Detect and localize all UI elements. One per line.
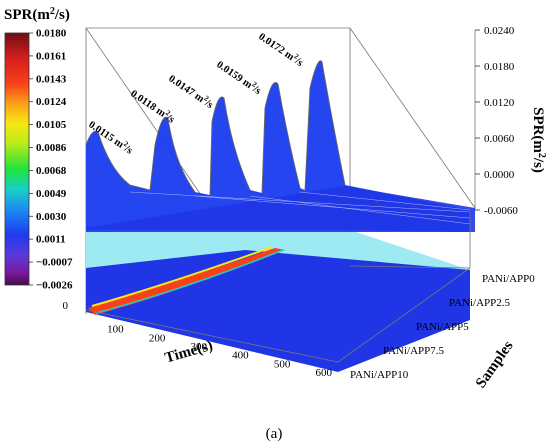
- y-axis-title: Samples: [473, 338, 517, 391]
- colorbar-tick-label: 0.0124: [36, 96, 67, 108]
- x-tick-label: 100: [107, 324, 124, 336]
- peak-annotation: 0.0172 m2/s: [256, 29, 306, 69]
- z-axis-ticks: 0.0240 0.0180 0.0120 0.0060 0.0000 -0.0060: [475, 25, 518, 217]
- z-tick-label: 0.0120: [484, 97, 515, 109]
- trace-app7-5: [149, 116, 196, 193]
- peak-annotation: 0.0159 m2/s: [214, 57, 264, 97]
- x-tick-label: 400: [232, 350, 249, 362]
- y-tick-label: PANi/APP2.5: [449, 297, 511, 309]
- floor-red-band: [88, 248, 285, 315]
- colorbar-tick-label: 0.0030: [36, 211, 67, 223]
- y-tick-label: PANi/APP10: [350, 369, 409, 381]
- peak-annotation: 0.0118 m2/s: [128, 86, 178, 126]
- colorbar-tick-label: 0.0068: [36, 165, 67, 177]
- colorbar-tick-label: 0.0086: [36, 142, 67, 154]
- colorbar-tick-label: 0.0049: [36, 188, 67, 200]
- colorbar-tick-label: 0.0180: [36, 28, 67, 40]
- x-tick-label: 500: [274, 358, 291, 370]
- y-tick-label: PANi/APP5: [416, 321, 469, 333]
- floor-projection: [86, 230, 470, 372]
- trace-app5: [209, 96, 251, 196]
- z-tick-label: 0.0180: [484, 61, 515, 73]
- surface-baseline-plane: [86, 186, 475, 232]
- x-tick-label: 0: [63, 300, 69, 312]
- surface-fill: [86, 60, 470, 233]
- x-tick-label: 200: [149, 332, 166, 344]
- colorbar-tick-label: −0.0026: [36, 280, 73, 292]
- colorbar-tick-label: −0.0007: [36, 257, 73, 269]
- colorbar-gradient: [4, 32, 30, 286]
- baseline-gridlines: [129, 191, 471, 225]
- x-axis-title: Time(s): [163, 338, 214, 367]
- colorbar: SPR(m2/s) 0.0180 0.0161 0.0143 0.0124 0.0105…: [4, 6, 73, 292]
- y-tick-label: PANi/APP7.5: [383, 345, 445, 357]
- trace-app2-5: [261, 82, 301, 194]
- colorbar-tick-label: 0.0105: [36, 119, 67, 131]
- box-top-left-edge: [85, 27, 211, 209]
- box-top-right-edge: [349, 27, 476, 209]
- y-tick-label: PANi/APP0: [482, 273, 535, 285]
- colorbar-ticks: 0.0180 0.0161 0.0143 0.0124 0.0105 0.0086 0.00…: [29, 28, 73, 292]
- z-axis: 0.0240 0.0180 0.0120 0.0060 0.0000 -0.0060 SP…: [474, 25, 547, 217]
- z-tick-label: 0.0060: [484, 133, 515, 145]
- colorbar-title: SPR(m2/s): [4, 6, 70, 23]
- trace-app0: [304, 60, 346, 191]
- floor-cyan-band: [95, 249, 284, 314]
- x-tick-label: 300: [191, 341, 208, 353]
- y-axis-ticks: PANi/APP0 PANi/APP2.5 PANi/APP5 PANi/APP7.5…: [350, 273, 535, 381]
- colorbar-tick-label: 0.0011: [36, 234, 66, 246]
- z-tick-label: 0.0240: [484, 25, 515, 37]
- colorbar-tick-label: 0.0161: [36, 50, 66, 62]
- peak-annotation: 0.0147 m2/s: [166, 71, 216, 111]
- z-axis-title: SPR(m2/s): [530, 107, 547, 173]
- z-tick-label: 0.0000: [484, 169, 515, 181]
- spr-surface: [85, 60, 475, 233]
- box-front: [85, 212, 471, 363]
- colorbar-tick-label: 0.0143: [36, 73, 67, 85]
- x-axis-ticks: 0 100 200 300 400 500 600: [63, 300, 333, 379]
- z-tick-label: -0.0060: [484, 205, 518, 217]
- trace-app10: [85, 130, 151, 191]
- floor-yellow-band: [91, 246, 273, 307]
- figure-caption: (a): [266, 426, 283, 442]
- x-tick-label: 600: [316, 367, 333, 379]
